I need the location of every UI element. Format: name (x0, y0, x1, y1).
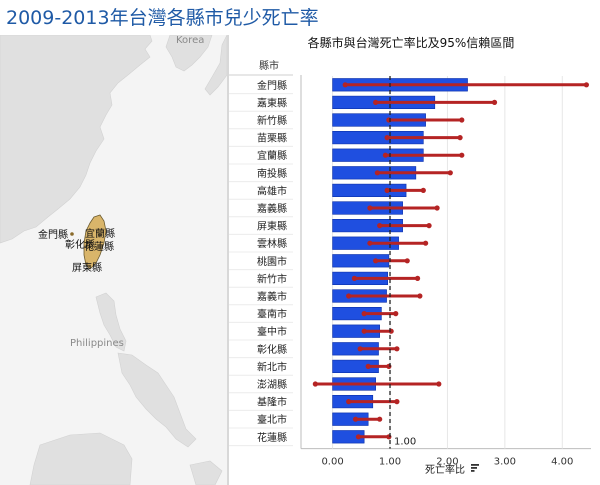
x-tick-label: 1.00 (379, 457, 401, 468)
sulawesi-shape (189, 460, 223, 485)
x-axis-label: 死亡率比 (425, 463, 465, 476)
category-label: 新北市 (257, 360, 287, 373)
ci-high-point (414, 275, 421, 281)
mainland-china-shape (0, 35, 153, 244)
x-tick-label: 0.00 (321, 457, 343, 468)
ci-high-point (394, 346, 400, 352)
map-label-hualien[interactable]: 花蓮縣 (84, 242, 114, 253)
ci-high-point (388, 328, 394, 334)
ci-low-point (377, 223, 383, 229)
ci-low-point (346, 399, 352, 405)
category-label: 新竹縣 (257, 114, 287, 127)
ci-low-point (386, 117, 392, 123)
map-label-yilan[interactable]: 宜蘭縣 (85, 229, 115, 240)
ci-high-point (377, 416, 383, 422)
x-tick-label: 3.00 (494, 457, 516, 468)
ci-high-point (436, 381, 442, 387)
ci-low-point (352, 416, 359, 422)
x-tick-label: 2.00 (436, 457, 458, 468)
ci-high-point (459, 117, 465, 123)
region-map (0, 35, 227, 485)
ci-high-point (386, 363, 392, 369)
map-label-kinmen[interactable]: 金門縣 (38, 230, 68, 241)
ci-low-point (346, 293, 352, 299)
ci-high-point (426, 223, 432, 229)
ci-low-point (312, 381, 318, 387)
ci-high-point (447, 170, 453, 176)
category-label: 臺南市 (257, 308, 287, 321)
ci-high-point (459, 152, 465, 158)
ci-low-point (361, 328, 367, 334)
map-label-changhua[interactable]: 彰化縣 (65, 240, 95, 251)
category-label: 嘉義縣 (257, 202, 287, 215)
category-label: 新竹市 (257, 272, 287, 285)
ci-high-point (583, 82, 590, 88)
category-label: 屏東縣 (257, 220, 287, 233)
map-label-pingtung[interactable]: 屏東縣 (72, 263, 102, 274)
ci-high-point (404, 258, 410, 264)
reference-label: 1.00 (394, 437, 416, 448)
ci-low-point (373, 99, 379, 105)
ratio-chart: 各縣市與台灣死亡率比及95%信賴區間 縣市 1.00 金門縣嘉東縣新竹縣苗栗縣宜… (229, 35, 591, 476)
category-label: 彰化縣 (257, 343, 287, 356)
ci-low-point (384, 135, 390, 141)
kinmen-marker (70, 232, 74, 236)
category-label: 嘉義市 (257, 290, 287, 303)
page-title: 2009-2013年台灣各縣市兒少死亡率 (6, 7, 319, 29)
ci-high-point (491, 99, 498, 105)
category-label: 桃園市 (257, 255, 287, 268)
category-label: 嘉東縣 (257, 96, 287, 109)
borneo-shape (29, 432, 133, 485)
chart-panel[interactable]: 各縣市與台灣死亡率比及95%信賴區間 縣市 1.00 金門縣嘉東縣新竹縣苗栗縣宜… (229, 35, 600, 485)
ci-high-point (457, 135, 463, 141)
category-label: 臺中市 (257, 325, 287, 338)
category-label: 金門縣 (257, 79, 287, 92)
ci-high-point (420, 187, 426, 193)
ci-low-point (365, 363, 371, 369)
chart-title: 各縣市與台灣死亡率比及95%信賴區間 (308, 35, 515, 50)
ci-low-point (351, 275, 358, 281)
category-label: 澎湖縣 (257, 379, 287, 391)
category-label: 宜蘭縣 (257, 149, 287, 162)
ci-low-point (384, 187, 390, 193)
japan-shape (204, 35, 227, 96)
category-label: 高雄市 (257, 184, 287, 197)
philippines-islands-shape (117, 352, 197, 448)
category-header: 縣市 (259, 59, 279, 72)
philippines-luzon-shape (95, 292, 127, 352)
ci-high-point (393, 311, 399, 317)
ci-low-point (373, 258, 379, 264)
ci-high-point (394, 399, 400, 405)
ci-low-point (342, 82, 348, 88)
ci-low-point (367, 205, 373, 211)
ci-high-point (417, 293, 423, 299)
ci-high-point (434, 205, 440, 211)
ci-low-point (355, 434, 362, 440)
category-label: 臺北市 (257, 413, 287, 426)
category-label: 雲林縣 (257, 237, 287, 250)
category-label: 基隆市 (257, 396, 287, 409)
ci-low-point (367, 240, 373, 246)
category-label: 花蓮縣 (257, 431, 287, 444)
ci-low-point (374, 170, 380, 176)
taiwan-shape (83, 214, 107, 270)
ci-low-point (382, 152, 389, 158)
category-label: 南投縣 (257, 167, 287, 180)
x-tick-label: 4.00 (551, 457, 573, 468)
ci-low-point (361, 311, 367, 317)
sort-icon (471, 464, 479, 472)
panel-divider (227, 35, 229, 485)
ci-high-point (386, 434, 392, 440)
map-label-korea: Korea (176, 35, 205, 46)
category-label: 苗栗縣 (257, 133, 287, 145)
korea-shape (165, 35, 213, 72)
ci-low-point (357, 346, 363, 352)
map-label-philippines: Philippines (70, 338, 124, 349)
map-panel[interactable]: Korea Philippines 金門縣 宜蘭縣 彰化縣 花蓮縣 屏東縣 (0, 35, 227, 485)
ci-high-point (423, 240, 429, 246)
